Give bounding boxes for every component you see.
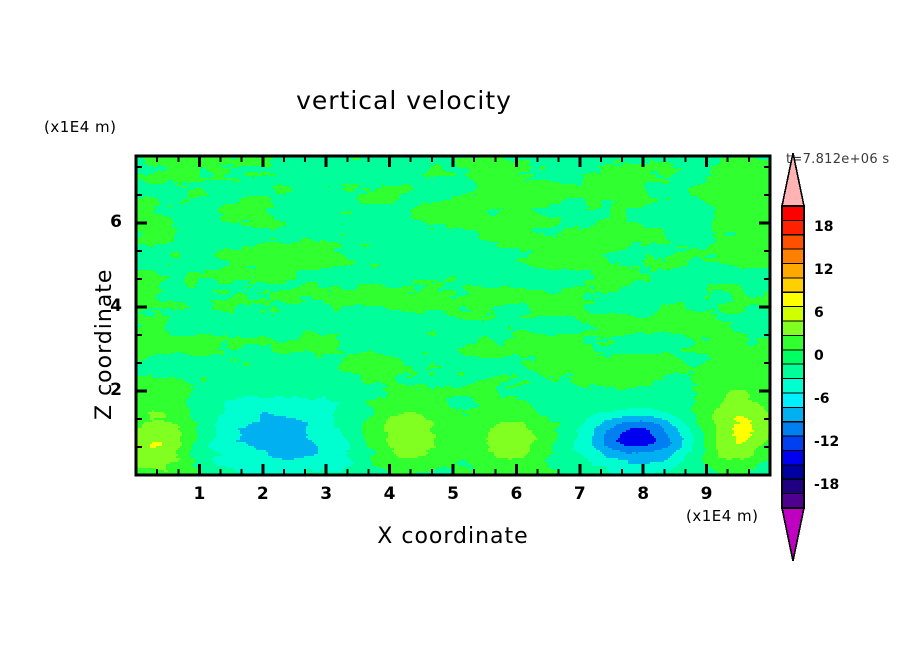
y-tick-label: 2 — [110, 380, 122, 401]
y-tick-label: 6 — [110, 212, 122, 233]
colorbar-tick-label: 0 — [814, 348, 824, 364]
colorbar-tick-label: 12 — [814, 261, 834, 278]
page-title: vertical velocity — [296, 86, 512, 115]
x-tick-label: 6 — [510, 484, 523, 504]
x-tick-label: 8 — [637, 484, 650, 504]
colorbar-tick-label: -12 — [814, 434, 840, 451]
colorbar-tick-label: 6 — [814, 304, 824, 321]
x-tick-label: 9 — [700, 484, 713, 504]
y-tick-label: 4 — [110, 296, 122, 317]
colorbar-tick-label: -6 — [814, 391, 830, 408]
axes-frame — [134, 154, 772, 477]
colorbar-over-arrow — [781, 152, 805, 207]
x-tick-label: 3 — [320, 484, 333, 504]
x-tick-label: 5 — [447, 484, 459, 504]
x-axis-title: X coordinate — [377, 524, 529, 549]
x-tick-label: 1 — [193, 484, 206, 504]
velocity-field — [136, 156, 770, 475]
y-axis-unit-label: (x1E4 m) — [44, 118, 117, 136]
x-tick-label: 7 — [573, 484, 586, 504]
colorbar — [781, 152, 805, 562]
x-tick-label: 2 — [256, 484, 269, 504]
x-tick-label: 4 — [383, 484, 396, 504]
x-axis-unit-label: (x1E4 m) — [686, 507, 759, 525]
colorbar-tick-label: -18 — [814, 477, 840, 494]
colorbar-under-arrow — [781, 507, 805, 562]
colorbar-tick-label: 18 — [814, 218, 834, 235]
time-annotation: t=7.812e+06 s — [786, 152, 890, 167]
